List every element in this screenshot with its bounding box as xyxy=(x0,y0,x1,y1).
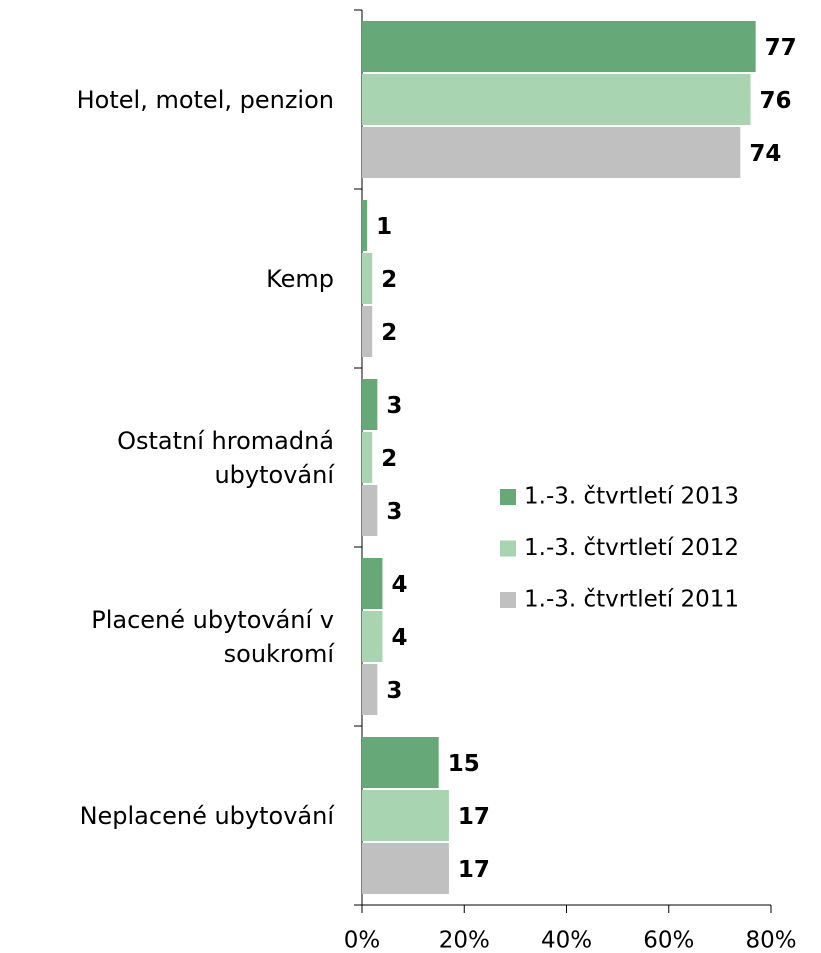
bar xyxy=(362,74,751,125)
x-tick-label: 40% xyxy=(541,928,592,953)
bar xyxy=(362,558,383,609)
bar xyxy=(362,253,373,304)
bar xyxy=(362,306,373,357)
value-label: 17 xyxy=(458,857,490,883)
legend-swatch xyxy=(500,592,516,608)
bar xyxy=(362,432,373,483)
category-label: Hotel, motel, penzion xyxy=(76,85,334,114)
value-label: 3 xyxy=(386,678,402,704)
bar xyxy=(362,790,449,841)
bar xyxy=(362,485,378,536)
legend-label: 1.-3. čtvrtletí 2012 xyxy=(524,535,739,561)
value-label: 76 xyxy=(760,88,792,114)
legend-label: 1.-3. čtvrtletí 2011 xyxy=(524,587,739,613)
value-label: 2 xyxy=(381,446,397,472)
bar xyxy=(362,843,449,894)
bar xyxy=(362,379,378,430)
value-label: 2 xyxy=(381,267,397,293)
value-label: 3 xyxy=(386,499,402,525)
x-tick-label: 60% xyxy=(643,928,694,953)
value-label: 4 xyxy=(391,625,407,651)
category-label: Kemp xyxy=(266,264,334,293)
value-label: 4 xyxy=(391,572,407,598)
legend-label: 1.-3. čtvrtletí 2013 xyxy=(524,484,739,510)
bar xyxy=(362,611,383,662)
value-label: 15 xyxy=(448,751,480,777)
x-tick-label: 20% xyxy=(439,928,490,953)
value-label: 17 xyxy=(458,804,490,830)
bar xyxy=(362,127,741,178)
category-label: Ostatní hromadná ubytování xyxy=(117,426,334,489)
category-label: Placené ubytování v soukromí xyxy=(91,605,334,668)
value-label: 1 xyxy=(376,214,392,240)
value-label: 3 xyxy=(386,393,402,419)
x-tick-label: 0% xyxy=(344,928,381,953)
bar xyxy=(362,21,756,72)
bar xyxy=(362,664,378,715)
value-label: 77 xyxy=(765,35,797,61)
bar xyxy=(362,737,439,788)
bar xyxy=(362,200,368,251)
legend-swatch xyxy=(500,540,516,557)
legend-swatch xyxy=(500,489,516,505)
value-label: 2 xyxy=(381,320,397,346)
category-label: Neplacené ubytování xyxy=(79,801,334,830)
x-tick-label: 80% xyxy=(745,928,796,953)
value-label: 74 xyxy=(749,141,781,167)
